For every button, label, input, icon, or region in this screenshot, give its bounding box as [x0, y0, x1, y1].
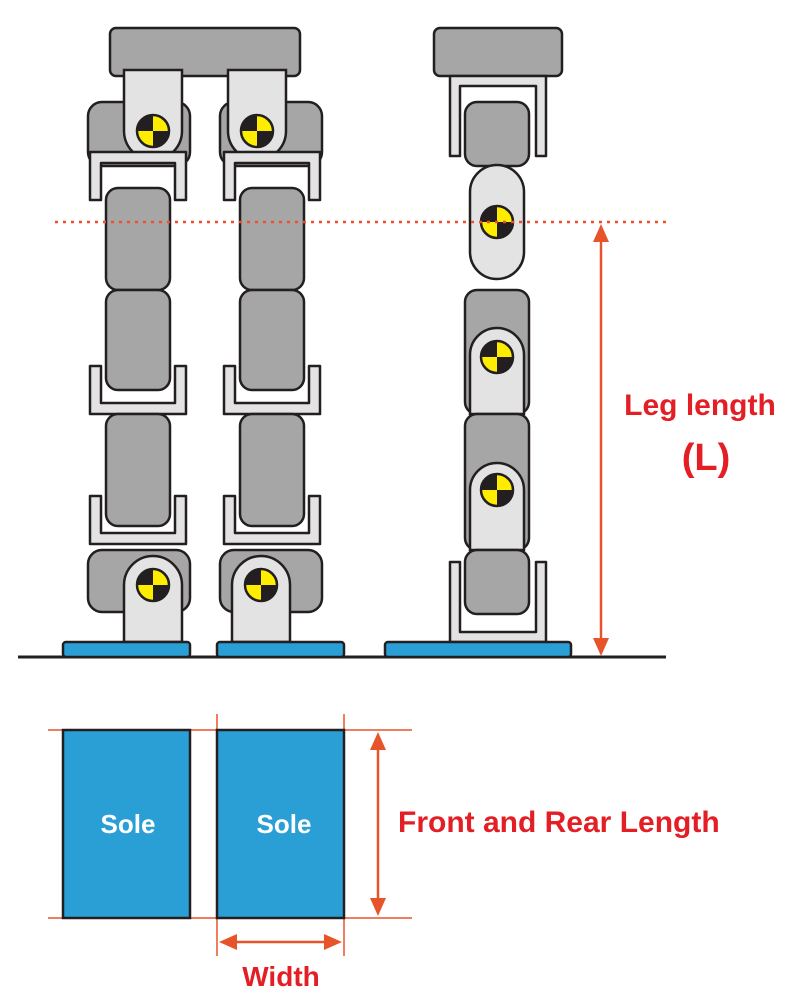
joint-marker-icon	[135, 567, 171, 603]
foot-sole	[215, 640, 346, 659]
ankle-segment	[463, 548, 531, 616]
side-view-leg	[383, 26, 573, 659]
thigh-segment	[238, 186, 306, 292]
joint-marker-icon	[243, 567, 279, 603]
sole-left	[61, 728, 192, 920]
lower-segment	[104, 412, 172, 528]
leg-length-dimension-arrow	[593, 224, 609, 656]
front-left-leg	[61, 26, 302, 659]
sole-right	[215, 728, 346, 920]
foot-sole	[61, 640, 192, 659]
hip-block	[108, 26, 302, 78]
joint-marker-icon	[135, 113, 171, 149]
front-right-leg	[215, 68, 346, 659]
leg-length-label: Leg length	[624, 389, 776, 422]
front-rear-length-label: Front and Rear Length	[398, 806, 720, 839]
upper-segment	[463, 100, 531, 168]
width-dimension-arrow	[219, 934, 342, 950]
hip-block	[432, 26, 564, 78]
lower-segment	[238, 412, 306, 528]
shin-segment	[238, 288, 306, 392]
front-rear-length-dimension-arrow	[370, 732, 386, 916]
joint-marker-icon	[479, 339, 515, 375]
leg-length-symbol: (L)	[682, 437, 731, 479]
width-label: Width	[242, 961, 320, 992]
shin-segment	[104, 288, 172, 392]
sole-right-label: Sole	[257, 809, 312, 839]
joint-marker-icon	[239, 113, 275, 149]
hip-bracket	[448, 74, 548, 158]
sole-left-label: Sole	[101, 809, 156, 839]
joint-marker-icon	[479, 472, 515, 508]
thigh-segment	[104, 186, 172, 292]
foot-sole	[383, 640, 573, 659]
